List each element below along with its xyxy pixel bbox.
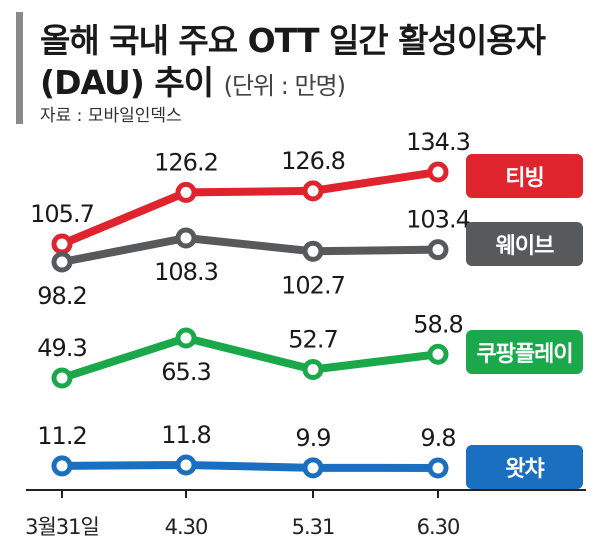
data-label-watcha: 11.8 <box>161 421 210 449</box>
data-label-wavve: 98.2 <box>37 282 86 310</box>
data-label-tving: 134.3 <box>406 128 470 156</box>
x-tick-label: 3월31일 <box>25 515 99 539</box>
data-point-watcha <box>302 457 324 479</box>
series-line-watcha <box>58 461 442 472</box>
data-point-tving <box>427 161 449 183</box>
data-label-tving: 126.8 <box>281 147 345 175</box>
title-accent-bar <box>16 12 23 124</box>
data-point-coupangplay <box>302 359 324 380</box>
legend-label: 왓챠 <box>505 457 544 482</box>
data-point-tving <box>51 233 73 255</box>
series-line-coupangplay <box>58 334 442 382</box>
x-tick-label: 6.30 <box>417 515 460 539</box>
data-label-coupangplay: 49.3 <box>37 334 86 362</box>
chart-title-line2: (DAU) 추이 (단위 : 만명) <box>40 56 346 104</box>
chart-title-dau: (DAU) 추이 <box>40 63 214 102</box>
unit-label: (단위 : 만명) <box>223 72 346 100</box>
legend-label: 웨이브 <box>495 234 555 259</box>
legend-wavve: 웨이브 <box>466 222 583 266</box>
data-label-watcha: 9.8 <box>420 424 455 452</box>
legend-watcha: 왓챠 <box>466 445 583 489</box>
series-line-tving <box>58 168 442 248</box>
data-point-wavve <box>175 227 197 249</box>
series-line-wavve <box>58 234 442 266</box>
legend-tving: 티빙 <box>466 154 583 198</box>
data-point-tving <box>175 181 197 203</box>
data-label-coupangplay: 52.7 <box>288 326 337 354</box>
data-label-tving: 126.2 <box>154 148 218 176</box>
data-label-watcha: 11.2 <box>37 422 86 450</box>
x-tick-label: 4.30 <box>165 515 208 539</box>
data-point-watcha <box>51 455 73 477</box>
data-label-wavve: 103.4 <box>406 206 470 234</box>
data-label-tving: 105.7 <box>30 200 94 228</box>
data-label-watcha: 9.9 <box>295 424 330 452</box>
data-label-wavve: 102.7 <box>281 271 345 299</box>
legend-label: 쿠팡플레이 <box>476 342 573 367</box>
data-point-coupangplay <box>51 367 73 389</box>
legend-label: 티빙 <box>505 166 544 191</box>
data-point-watcha <box>175 454 197 476</box>
data-label-coupangplay: 65.3 <box>161 358 210 386</box>
data-point-coupangplay <box>427 343 449 365</box>
data-label-wavve: 108.3 <box>154 258 218 286</box>
source-label: 자료 : 모바일인덱스 <box>40 106 182 126</box>
data-point-tving <box>302 180 324 202</box>
data-point-wavve <box>427 239 449 261</box>
chart-title-line1: 올해 국내 주요 OTT 일간 활성이용자 <box>40 21 546 60</box>
data-point-watcha <box>427 457 449 479</box>
data-point-wavve <box>302 240 324 262</box>
data-point-coupangplay <box>175 327 197 349</box>
data-label-coupangplay: 58.8 <box>413 310 462 338</box>
legend-coupangplay: 쿠팡플레이 <box>466 330 583 374</box>
x-tick-label: 5.31 <box>292 515 335 539</box>
data-point-wavve <box>51 251 73 273</box>
